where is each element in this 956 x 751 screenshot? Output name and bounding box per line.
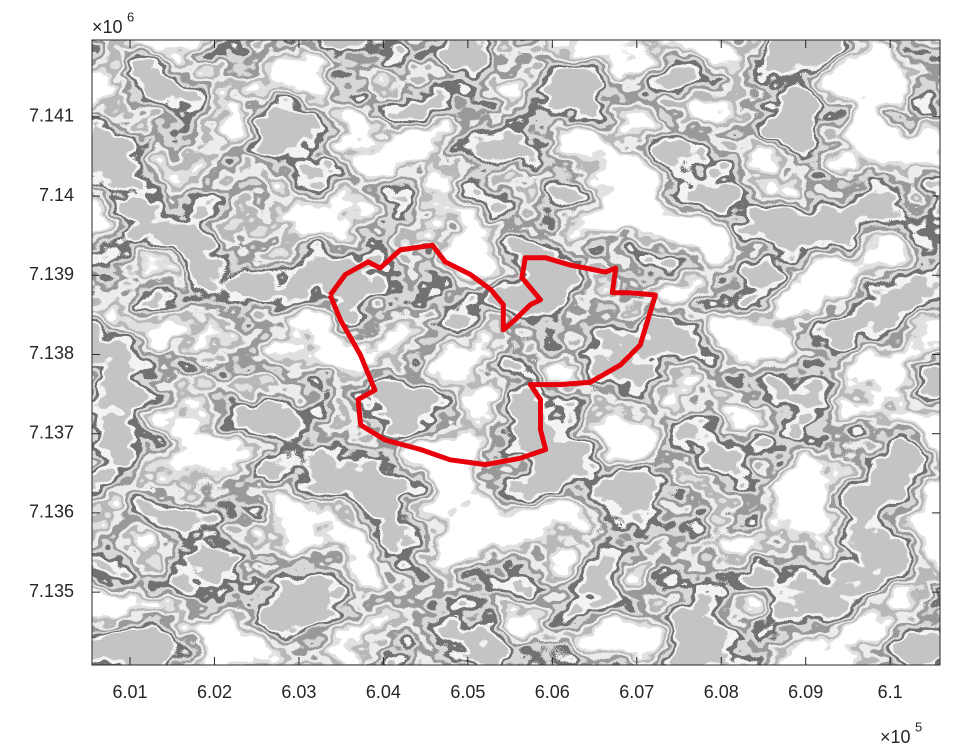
terrain-background: [92, 40, 940, 665]
x-tick-label: 6.04: [366, 682, 401, 702]
y-tick-label: 7.135: [29, 581, 74, 601]
x-tick-label: 6.03: [281, 682, 316, 702]
y-tick-label: 7.137: [29, 422, 74, 442]
x-multiplier: ×10 5: [880, 719, 922, 746]
y-multiplier: ×10 6: [92, 9, 134, 36]
y-tick-label: 7.138: [29, 343, 74, 363]
chart: ×10 5 ×10 6 6.01 6.02 6.03 6.04 6.05 6.06 6.07…: [0, 0, 956, 751]
x-multiplier-base: ×10: [880, 727, 911, 747]
x-tick-label: 6.08: [704, 682, 739, 702]
x-tick-label: 6.01: [112, 682, 147, 702]
y-tick-label: 7.141: [29, 106, 74, 126]
y-tick-label: 7.14: [39, 185, 74, 205]
x-tick-label: 6.05: [450, 682, 485, 702]
x-tick-label: 6.1: [878, 682, 903, 702]
x-tick-label: 6.09: [788, 682, 823, 702]
x-tick-label: 6.06: [535, 682, 570, 702]
y-multiplier-power: 6: [127, 9, 134, 24]
y-tick-label: 7.139: [29, 264, 74, 284]
x-tick-label: 6.07: [619, 682, 654, 702]
x-multiplier-power: 5: [915, 719, 922, 734]
y-tick-label: 7.136: [29, 502, 74, 522]
x-tick-label: 6.02: [197, 682, 232, 702]
y-multiplier-base: ×10: [92, 17, 123, 37]
